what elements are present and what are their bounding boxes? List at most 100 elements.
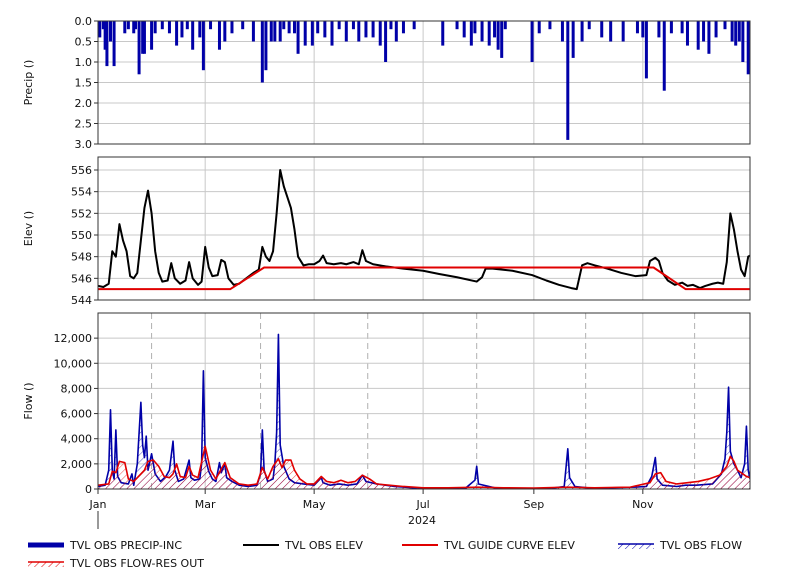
precip-bar — [273, 21, 276, 42]
precip-bar — [109, 21, 112, 42]
precip-bar — [316, 21, 319, 33]
elev-ytick-label: 556 — [71, 164, 92, 177]
precip-bar — [270, 21, 273, 42]
precip-bar — [352, 21, 355, 29]
precip-bar — [175, 21, 178, 46]
precip-ytick-label: 0.0 — [75, 15, 93, 28]
precip-bar — [384, 21, 387, 62]
precip-bar — [581, 21, 584, 42]
precip-bar — [723, 21, 726, 29]
precip-bar — [609, 21, 612, 42]
flow-plot-area — [98, 313, 750, 489]
precip-bar — [636, 21, 639, 33]
elev-ytick-label: 550 — [71, 229, 92, 242]
precip-bar — [663, 21, 666, 91]
precip-bar — [241, 21, 244, 29]
precip-bar — [154, 21, 157, 33]
precip-bar — [707, 21, 710, 54]
xtick-label: Jul — [415, 498, 429, 511]
precip-bar — [261, 21, 264, 83]
elev-ytick-label: 554 — [71, 186, 92, 199]
precip-bar — [738, 21, 741, 42]
precip-bar — [402, 21, 405, 33]
elev-panel: 544546548550552554556Elev () — [22, 157, 750, 307]
legend-label: TVL OBS ELEV — [284, 539, 363, 552]
precip-ytick-label: 1.5 — [75, 77, 93, 90]
legend: TVL OBS PRECIP-INC TVL OBS ELEV TVL GUIDE … — [28, 539, 742, 570]
flow-panel: 0 2,000 4,000 6,000 8,000 10,000 12,000 Flow () — [22, 313, 750, 496]
precip-bar — [548, 21, 551, 29]
precip-bar — [311, 21, 314, 46]
precip-bar — [441, 21, 444, 46]
precip-bar — [127, 21, 130, 29]
xtick-label: Nov — [632, 498, 654, 511]
precip-bar — [209, 21, 212, 29]
legend-label: TVL OBS FLOW-RES OUT — [69, 557, 204, 570]
precip-bar — [504, 21, 507, 29]
precip-bar — [686, 21, 689, 46]
precip-bar — [572, 21, 575, 58]
precip-bar — [230, 21, 233, 33]
precip-bar — [372, 21, 375, 37]
precip-bar — [379, 21, 382, 46]
precip-bar — [481, 21, 484, 42]
precip-bar — [202, 21, 205, 70]
elev-ytick-label: 544 — [71, 294, 92, 307]
xtick-label: Sep — [523, 498, 544, 511]
flow-ytick-label: 2,000 — [61, 458, 93, 471]
precip-bar — [681, 21, 684, 33]
elev-ylabel: Elev () — [22, 211, 35, 246]
precip-bar — [168, 21, 171, 33]
precip-bar — [180, 21, 183, 37]
precip-bar — [293, 21, 296, 33]
precip-bar — [138, 21, 141, 74]
precip-ytick-label: 1.0 — [75, 56, 93, 69]
year-label: 2024 — [408, 514, 436, 527]
flow-ytick-label: 4,000 — [61, 433, 93, 446]
precip-bar — [150, 21, 153, 50]
elev-ytick-label: 552 — [71, 207, 92, 220]
precip-bar — [493, 21, 496, 37]
precip-bar — [123, 21, 126, 33]
precip-bar — [715, 21, 718, 37]
precip-bar — [697, 21, 700, 50]
precip-bar — [279, 21, 282, 42]
precip-bar — [702, 21, 705, 42]
precip-bar — [105, 21, 108, 66]
precip-bar — [98, 21, 101, 37]
precip-bar — [731, 21, 734, 42]
precip-ytick-label: 3.0 — [75, 138, 93, 151]
xtick-label: May — [303, 498, 326, 511]
elev-ytick-label: 546 — [71, 272, 92, 285]
precip-bar — [297, 21, 300, 54]
precip-bar — [488, 21, 491, 46]
precip-bar — [304, 21, 307, 46]
precip-bar — [389, 21, 392, 29]
precip-bar — [657, 21, 660, 37]
precip-bar — [645, 21, 648, 78]
precip-bar — [473, 21, 476, 33]
precip-bar — [456, 21, 459, 29]
precip-bar — [364, 21, 367, 37]
precip-bar — [345, 21, 348, 42]
precip-bar — [622, 21, 625, 42]
precip-bar — [223, 21, 226, 42]
precip-bar — [198, 21, 201, 37]
precip-bar — [561, 21, 564, 42]
legend-label: TVL OBS FLOW — [659, 539, 742, 552]
precip-bar — [143, 21, 146, 54]
precip-bar — [600, 21, 603, 37]
xtick-label: Jan — [89, 498, 107, 511]
precip-bar — [218, 21, 221, 50]
precip-bar — [566, 21, 569, 140]
flow-ytick-label: 8,000 — [61, 382, 93, 395]
flow-ytick-label: 0 — [85, 483, 92, 496]
precip-bar — [323, 21, 326, 37]
x-axis: Jan Mar May Jul Sep Nov2024 — [89, 489, 655, 529]
precip-bar — [357, 21, 360, 42]
precip-bar — [531, 21, 534, 62]
precip-bar — [288, 21, 291, 33]
precip-ytick-label: 2.0 — [75, 97, 93, 110]
precip-bar — [134, 21, 137, 29]
